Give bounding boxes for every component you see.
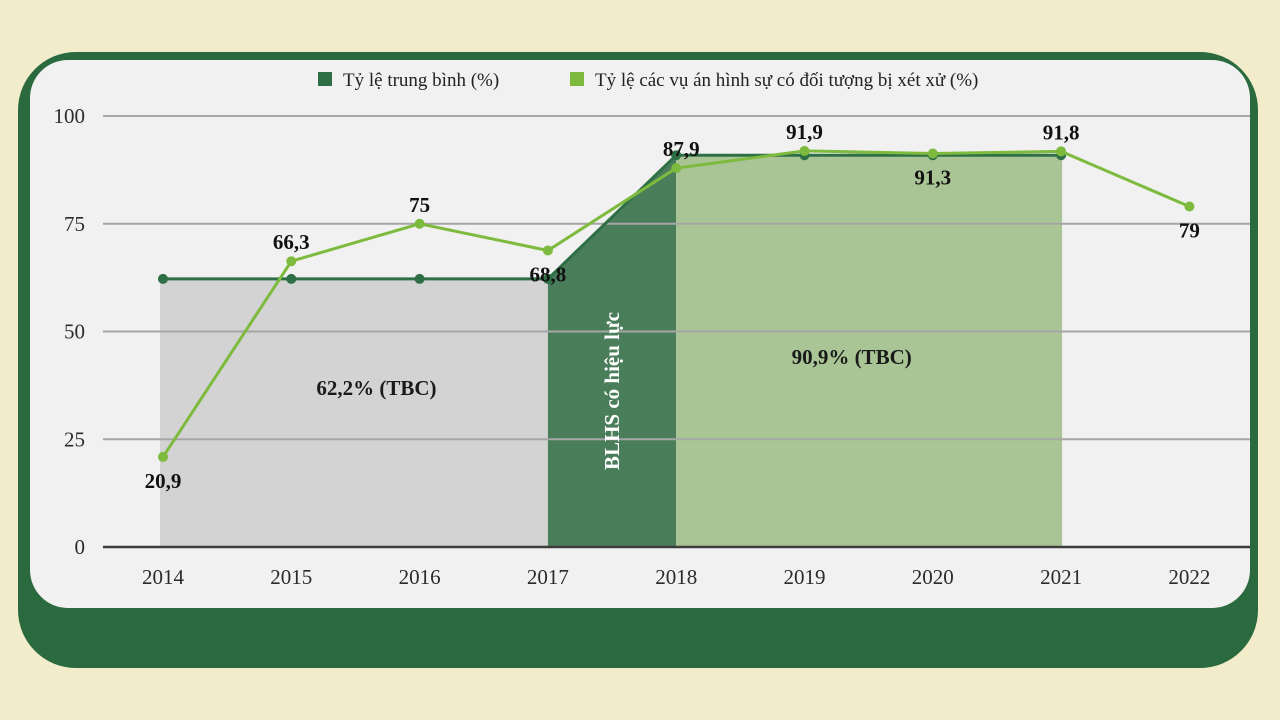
average-point <box>158 273 168 284</box>
data-label: 66,3 <box>273 230 310 254</box>
data-label: 91,3 <box>914 165 951 189</box>
average-point <box>286 273 297 284</box>
region-transition <box>547 155 677 547</box>
y-tick-label: 100 <box>54 104 86 128</box>
data-label: 75 <box>409 193 430 217</box>
rate-point <box>158 451 168 462</box>
grid-lines <box>103 115 1250 549</box>
y-tick-label: 0 <box>75 535 86 559</box>
x-tick-label: 2018 <box>655 565 697 589</box>
rate-point <box>1184 201 1195 212</box>
x-tick-label: 2019 <box>784 565 826 589</box>
rate-point <box>927 148 938 159</box>
legend-swatch-average <box>318 72 332 86</box>
rate-point <box>671 163 682 174</box>
region-after <box>676 155 1063 547</box>
legend-swatch-rate <box>570 72 584 86</box>
data-label: 91,9 <box>786 120 823 144</box>
y-tick-label: 75 <box>64 212 85 236</box>
average-point <box>414 273 425 284</box>
rate-point <box>414 218 425 229</box>
region-label-before: 62,2% (TBC) <box>316 376 436 400</box>
x-tick-label: 2015 <box>270 565 312 589</box>
average-line <box>163 153 1062 281</box>
y-tick-label: 25 <box>64 427 85 451</box>
series-lines <box>158 145 1195 462</box>
x-tick-label: 2021 <box>1040 565 1082 589</box>
chart-labels: 0 25 50 75 100 2014 2015 2016 2017 2018 2019 2020 20… <box>54 104 1211 589</box>
legend-label-rate: Tỷ lệ các vụ án hình sự có đối tượng bị … <box>595 70 978 91</box>
region-label-after: 90,9% (TBC) <box>792 345 912 369</box>
region-label-transition: BLHS có hiệu lực <box>600 312 624 470</box>
data-label: 79 <box>1179 219 1200 243</box>
region-before <box>160 278 548 547</box>
average-point <box>671 150 682 161</box>
rate-point <box>286 256 297 267</box>
legend: Tỷ lệ trung bình (%) Tỷ lệ các vụ án hình… <box>318 70 978 91</box>
x-tick-label: 2017 <box>527 565 569 589</box>
y-tick-label: 50 <box>64 320 85 344</box>
data-label: 87,9 <box>663 137 700 161</box>
data-label: 68,8 <box>530 262 567 286</box>
legend-label-average: Tỷ lệ trung bình (%) <box>343 70 499 91</box>
x-tick-label: 2014 <box>142 565 185 589</box>
x-tick-label: 2020 <box>912 565 954 589</box>
rate-point <box>799 145 810 156</box>
data-label: 20,9 <box>145 469 182 493</box>
data-label: 91,8 <box>1043 120 1080 144</box>
shaded-regions <box>160 155 1063 547</box>
x-tick-label: 2022 <box>1168 565 1210 589</box>
average-point <box>542 273 553 284</box>
rate-point <box>542 245 553 256</box>
rate-point <box>1056 146 1067 157</box>
x-tick-label: 2016 <box>399 565 441 589</box>
